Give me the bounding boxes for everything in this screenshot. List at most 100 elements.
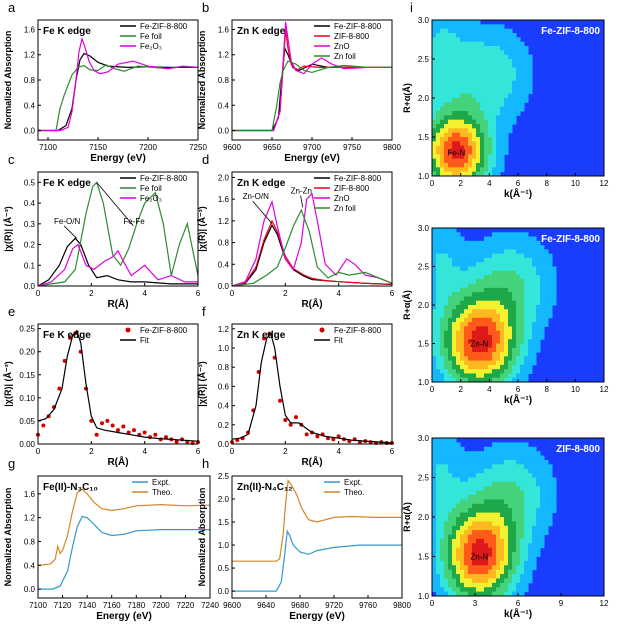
- y-tick-label: 1.2: [24, 51, 36, 60]
- heatmap-cell: [500, 283, 505, 289]
- heatmap-cell: [456, 236, 461, 242]
- heatmap-cell: [480, 499, 485, 505]
- heatmap-cell: [456, 266, 461, 272]
- heatmap-cell: [504, 446, 509, 452]
- heatmap-cell: [468, 464, 473, 470]
- heatmap-cell: [436, 228, 441, 233]
- heatmap-cell: [444, 111, 449, 116]
- heatmap-cell: [432, 468, 437, 474]
- heatmap-cell: [480, 137, 485, 142]
- heatmap-cell: [464, 257, 469, 263]
- heatmap-cell: [520, 275, 525, 280]
- y-axis-label: |χ(R)| (Å⁻³): [197, 206, 207, 251]
- data-point: [262, 336, 266, 341]
- heatmap-cell: [476, 249, 481, 255]
- heatmap-cell: [460, 560, 465, 566]
- heatmap-cell: [456, 499, 461, 505]
- heatmap-cell: [472, 530, 477, 536]
- heatmap-cell: [532, 249, 537, 255]
- heatmap-cell: [460, 98, 465, 103]
- heatmap-cell: [540, 334, 545, 340]
- heatmap-cell: [440, 296, 445, 302]
- heatmap-cell: [532, 360, 537, 366]
- heatmap-cell: [524, 477, 529, 483]
- heatmap-cell: [456, 512, 461, 518]
- heatmap-cell: [448, 240, 453, 246]
- heatmap-cell: [480, 481, 485, 487]
- heatmap-cell: [504, 530, 509, 536]
- heatmap-cell: [536, 538, 541, 544]
- data-point: [164, 435, 168, 440]
- x-tick-label: 9680: [291, 601, 309, 610]
- heatmap-cell: [480, 587, 485, 593]
- heatmap-cell: [512, 468, 517, 474]
- heatmap-cell: [432, 309, 437, 315]
- heatmap-cell: [460, 369, 465, 374]
- heatmap-cell: [440, 228, 445, 233]
- heatmap-cell: [460, 543, 465, 549]
- heatmap-cell: [444, 499, 449, 505]
- heatmap-cell: [512, 72, 517, 77]
- heatmap-cell: [480, 373, 485, 379]
- heatmap-cell: [512, 552, 517, 557]
- heatmap-cell: [520, 538, 525, 544]
- heatmap-cell: [544, 313, 549, 319]
- heatmap-cell: [452, 279, 457, 285]
- heatmap-cell: [488, 240, 493, 246]
- panel-letter: e: [8, 304, 15, 319]
- heatmap-cell: [492, 111, 497, 116]
- heatmap-cell: [460, 377, 465, 383]
- heatmap-cell: [440, 76, 445, 82]
- heatmap-cell: [440, 275, 445, 280]
- heatmap-cell: [488, 490, 493, 496]
- heatmap-cell: [456, 582, 461, 588]
- heatmap-cell: [480, 326, 485, 332]
- heatmap-cell: [520, 574, 525, 579]
- heatmap-cell: [488, 369, 493, 374]
- heatmap-cell: [444, 33, 449, 38]
- heatmap-cell: [528, 334, 533, 340]
- heatmap-cell: [488, 334, 493, 340]
- heatmap-cell: [460, 266, 465, 272]
- heatmap-cell: [436, 313, 441, 319]
- heatmap-cell: [512, 287, 517, 293]
- heatmap-cell: [484, 556, 489, 562]
- heatmap-cell: [540, 330, 545, 336]
- heatmap-cell: [448, 132, 453, 138]
- heatmap-cell: [484, 249, 489, 255]
- heatmap-cell: [432, 262, 437, 267]
- heatmap-cell: [432, 334, 437, 340]
- heatmap-cell: [444, 481, 449, 487]
- heatmap-cell: [496, 455, 501, 461]
- heatmap-cell: [464, 72, 469, 77]
- heatmap-cell: [488, 283, 493, 289]
- heatmap-cell: [440, 343, 445, 349]
- heatmap-cell: [512, 313, 517, 319]
- y-tick-label: 1.0: [418, 592, 430, 601]
- heatmap-cell: [504, 102, 509, 108]
- heatmap-cell: [456, 76, 461, 82]
- heatmap-cell: [460, 352, 465, 357]
- heatmap-cell: [508, 490, 513, 496]
- heatmap-cell: [464, 262, 469, 267]
- heatmap-cell: [500, 275, 505, 280]
- heatmap-cell: [456, 574, 461, 579]
- heatmap-cell: [540, 538, 545, 544]
- heatmap-cell: [440, 257, 445, 263]
- heatmap-cell: [480, 141, 485, 147]
- heatmap-cell: [444, 442, 449, 448]
- heatmap-cell: [504, 128, 509, 134]
- heatmap-cell: [496, 236, 501, 242]
- y-tick-label: 0.4: [24, 561, 36, 570]
- heatmap-cell: [452, 163, 457, 168]
- heatmap-cell: [468, 141, 473, 147]
- heatmap-cell: [500, 137, 505, 142]
- heatmap-cell: [516, 477, 521, 483]
- heatmap-cell: [540, 245, 545, 250]
- x-tick-label: 9600: [223, 601, 241, 610]
- heatmap-cell: [468, 543, 473, 549]
- heatmap-cell: [444, 503, 449, 509]
- heatmap-cell: [488, 552, 493, 557]
- heatmap-cell: [456, 141, 461, 147]
- heatmap-cell: [484, 552, 489, 557]
